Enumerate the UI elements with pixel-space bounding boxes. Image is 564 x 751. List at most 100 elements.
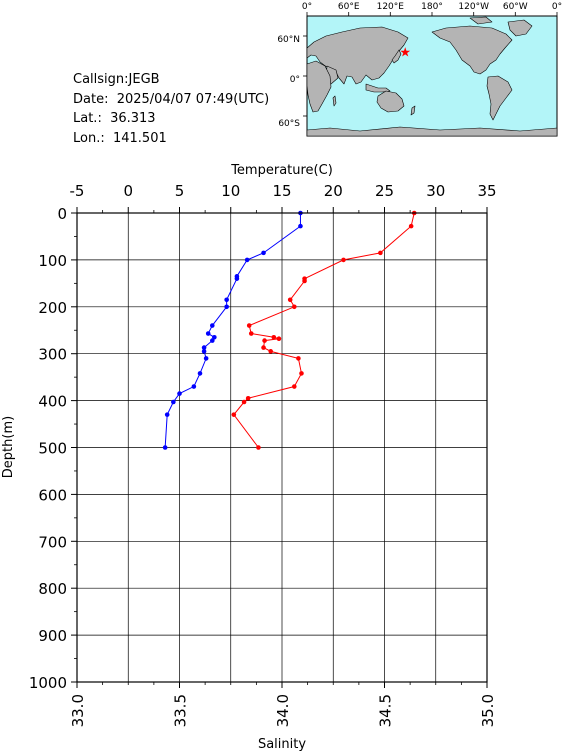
map-lon-label-2: 120°E (377, 2, 405, 12)
japan-islands (391, 49, 402, 64)
temperature-data-point (378, 250, 383, 256)
temperature-tick-label: 10 (221, 182, 240, 200)
temperature-tick-labels: -5 0 5 10 15 20 25 30 35 (70, 182, 497, 200)
temperature-profile-line (233, 212, 415, 448)
antarctica-landmass (306, 126, 558, 137)
depth-tick-label: 900 (38, 627, 67, 645)
salinity-data-point (171, 399, 176, 405)
depth-tick-label: 800 (38, 580, 67, 598)
salinity-data-point (234, 276, 240, 281)
map-lon-label-3: 180° (421, 2, 443, 12)
salinity-profile-line (164, 213, 301, 448)
africa-landmass (306, 60, 332, 113)
depth-tick-label: 200 (38, 299, 67, 317)
temperature-data-point (262, 338, 267, 343)
map-lon-label-5: 60°W (503, 2, 528, 12)
map-land (306, 16, 558, 137)
salinity-tick-label: 35.0 (479, 694, 497, 727)
australia-landmass (376, 90, 405, 113)
map-lon-label-6: 0° (552, 2, 562, 12)
map-lat-labels: 60°N 0° 60°S (277, 35, 300, 129)
salinity-data-point (205, 331, 211, 336)
map-lon-label-4: 120°W (458, 2, 489, 12)
salinity-tick-label: 34.5 (377, 694, 395, 727)
temperature-data-point (302, 276, 307, 281)
date-text: Date: 2025/04/07 07:49(UTC) (73, 91, 270, 107)
map-lon-label-1: 60°E (338, 2, 360, 12)
depth-tick-label: 100 (38, 252, 67, 270)
temperature-data-point (302, 278, 307, 284)
depth-tick-label: 600 (38, 486, 67, 504)
depth-tick-label: 300 (38, 346, 67, 364)
salinity-data-point (261, 250, 266, 256)
north-america-landmass (431, 25, 513, 75)
temperature-tick-label: 15 (272, 182, 291, 200)
salinity-data-point (210, 323, 215, 328)
salinity-data-point (203, 356, 209, 361)
temperature-data-point (246, 323, 252, 328)
salinity-tick-label: 34.0 (274, 694, 292, 727)
salinity-tick-labels: 33.0 33.5 34.0 34.5 35.0 (69, 694, 497, 727)
salinity-data-point (201, 349, 207, 354)
map-lat-ticks (303, 35, 307, 117)
salinity-data-point (212, 334, 217, 340)
temperature-data-point (296, 356, 301, 361)
salinity-data-point (224, 304, 229, 310)
salinity-data-point (298, 223, 303, 229)
map-lon-ticks (306, 12, 558, 16)
salinity-data-point (191, 384, 197, 389)
latitude-text: Lat.: 36.313 (73, 111, 156, 126)
temperature-data-point (341, 257, 346, 263)
salinity-data-point (201, 345, 207, 350)
salinity-tick-label: 33.5 (172, 694, 190, 727)
chart-grid (76, 212, 488, 683)
map-lon-labels: 0° 60°E 120°E 180° 120°W 60°W 0° (302, 2, 562, 12)
temperature-tick-label: 30 (426, 182, 445, 200)
salinity-data-point (197, 371, 203, 376)
arctic-islands (469, 16, 493, 25)
temperature-tick-label: 0 (123, 182, 133, 200)
temperature-data-point (287, 297, 293, 303)
depth-tick-label: 400 (38, 393, 67, 411)
chart-series (162, 210, 417, 450)
salinity-tick-label: 33.0 (69, 694, 87, 727)
depth-axis-label: Depth(m) (1, 416, 16, 478)
temperature-data-point (245, 395, 251, 401)
temperature-data-point (292, 384, 297, 389)
depth-tick-label: 1000 (29, 674, 67, 692)
plot-frame (76, 212, 488, 683)
temperature-data-point (261, 345, 266, 350)
temperature-tick-label: 20 (324, 182, 343, 200)
temperature-data-point (408, 223, 414, 229)
salinity-axis-label: Salinity (258, 737, 306, 751)
temperature-data-point (231, 412, 237, 417)
temperature-data-point (248, 331, 254, 336)
madagascar-landmass (332, 95, 337, 107)
temperature-data-point (276, 336, 282, 341)
station-marker-icon: ★ (399, 45, 411, 60)
map-lon-label-0: 0° (302, 2, 312, 12)
salinity-data-point (164, 412, 170, 417)
temperature-data-point (256, 445, 261, 450)
chart-ticks (71, 207, 488, 688)
temperature-tick-label: 5 (175, 182, 185, 200)
greenland-landmass (507, 19, 533, 37)
depth-tick-labels: 0 100 200 300 400 500 600 700 800 900 1000 (29, 205, 67, 692)
temperature-tick-label: 35 (477, 182, 496, 200)
salinity-data-point (234, 274, 240, 279)
temperature-tick-label: -5 (70, 182, 85, 200)
callsign-text: Callsign:JEGB (73, 72, 160, 87)
map-lat-label-2: 60°S (278, 119, 300, 129)
depth-tick-label: 500 (38, 440, 67, 458)
salinity-data-point (162, 445, 168, 450)
depth-tick-label: 700 (38, 533, 67, 551)
salinity-data-point (177, 391, 182, 396)
south-america-landmass (486, 75, 513, 121)
map-lat-label-1: 0° (290, 75, 300, 85)
longitude-text: Lon.: 141.501 (73, 130, 167, 146)
temperature-data-point (241, 399, 247, 405)
temperature-tick-label: 25 (375, 182, 394, 200)
indonesia-islands (365, 83, 391, 93)
station-info: Callsign:JEGB Date: 2025/04/07 07:49(UTC… (73, 70, 269, 148)
temperature-data-point (299, 371, 304, 376)
